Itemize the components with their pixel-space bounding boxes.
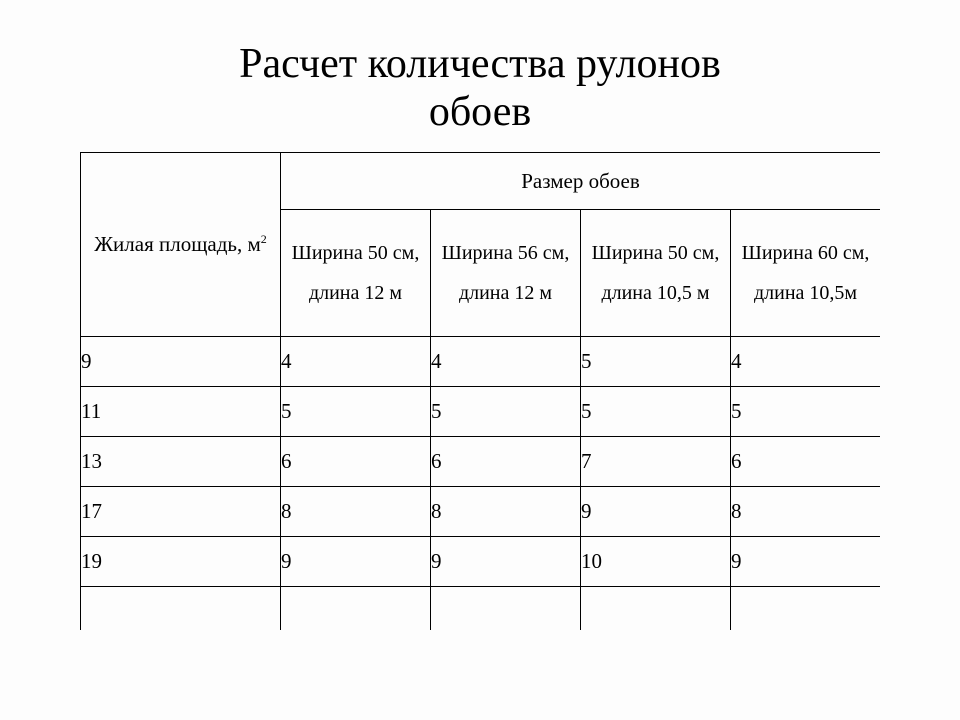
table-viewport: Жилая площадь, м2 Размер обоев Ширина 50…	[80, 152, 880, 630]
cell-area: 17	[81, 487, 281, 537]
cell-value: 4	[281, 337, 431, 387]
cell-value: 10	[581, 537, 731, 587]
cell-value: 6	[731, 437, 881, 487]
cell-value: 6	[431, 437, 581, 487]
col-header-size-2: Ширина 50 см, длина 10,5 м	[581, 210, 731, 337]
cell-value	[731, 587, 881, 631]
title-line-1: Расчет количества рулонов	[0, 40, 960, 88]
title-line-2: обоев	[0, 88, 960, 136]
cell-value: 4	[431, 337, 581, 387]
cell-value: 8	[431, 487, 581, 537]
cell-area: 19	[81, 537, 281, 587]
cell-value: 5	[581, 337, 731, 387]
table-row: 9 4 4 5 4	[81, 337, 881, 387]
cell-value: 5	[431, 387, 581, 437]
cell-area	[81, 587, 281, 631]
col-header-size-1: Ширина 56 см, длина 12 м	[431, 210, 581, 337]
cell-value: 6	[281, 437, 431, 487]
page-title: Расчет количества рулонов обоев	[0, 40, 960, 137]
cell-area: 9	[81, 337, 281, 387]
cell-value: 9	[581, 487, 731, 537]
cell-value: 8	[731, 487, 881, 537]
cell-value	[281, 587, 431, 631]
cell-area: 13	[81, 437, 281, 487]
page: Расчет количества рулонов обоев Жилая пл…	[0, 0, 960, 720]
table-body: 9 4 4 5 4 11 5 5 5 5 13 6 6 7	[81, 337, 881, 631]
cell-value: 7	[581, 437, 731, 487]
table-row: 13 6 6 7 6	[81, 437, 881, 487]
header-row-1: Жилая площадь, м2 Размер обоев	[81, 153, 881, 210]
col-header-size-0: Ширина 50 см, длина 12 м	[281, 210, 431, 337]
cell-value: 8	[281, 487, 431, 537]
cell-value	[431, 587, 581, 631]
table-row: 19 9 9 10 9	[81, 537, 881, 587]
table-row: 17 8 8 9 8	[81, 487, 881, 537]
col-header-area: Жилая площадь, м2	[81, 153, 281, 337]
cell-value: 9	[431, 537, 581, 587]
table-row	[81, 587, 881, 631]
col-header-size-3: Ширина 60 см, длина 10,5м	[731, 210, 881, 337]
cell-value: 9	[731, 537, 881, 587]
table-row: 11 5 5 5 5	[81, 387, 881, 437]
cell-value: 4	[731, 337, 881, 387]
cell-value: 5	[581, 387, 731, 437]
rolls-table: Жилая площадь, м2 Размер обоев Ширина 50…	[80, 152, 880, 630]
cell-area: 11	[81, 387, 281, 437]
cell-value: 5	[281, 387, 431, 437]
cell-value: 9	[281, 537, 431, 587]
col-header-sizes: Размер обоев	[281, 153, 881, 210]
cell-value: 5	[731, 387, 881, 437]
cell-value	[581, 587, 731, 631]
